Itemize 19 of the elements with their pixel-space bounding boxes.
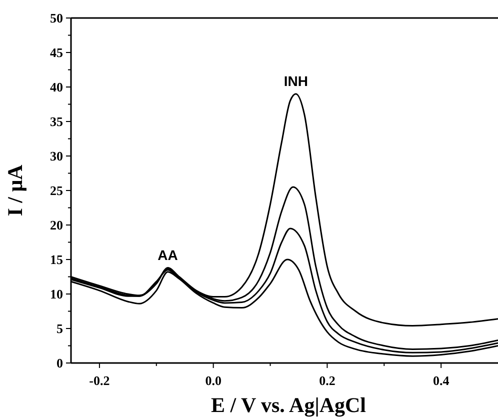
y-tick-label: 0 bbox=[56, 356, 63, 371]
x-tick-label: -0.2 bbox=[89, 373, 110, 388]
annotation: AA bbox=[158, 246, 178, 263]
y-tick-label: 20 bbox=[50, 218, 63, 233]
y-tick-label: 15 bbox=[50, 252, 64, 268]
x-axis-title: E / V vs. Ag|AgCl bbox=[211, 393, 366, 417]
x-tick-label: 0.0 bbox=[205, 373, 222, 388]
y-axis-title: I / μA bbox=[3, 164, 27, 216]
y-tick-label: 10 bbox=[50, 286, 63, 302]
y-tick-label: 5 bbox=[56, 321, 64, 336]
x-tick-label: 0.4 bbox=[432, 373, 450, 388]
y-tick-label: 25 bbox=[50, 183, 64, 198]
y-tick-label: 40 bbox=[50, 80, 63, 95]
annotation: INH bbox=[284, 72, 308, 89]
y-tick-label: 30 bbox=[50, 148, 63, 164]
y-tick-label: 45 bbox=[50, 45, 64, 60]
x-tick-label: 0.2 bbox=[319, 373, 336, 388]
y-tick-label: 50 bbox=[50, 10, 63, 26]
y-tick-label: 35 bbox=[50, 114, 64, 130]
